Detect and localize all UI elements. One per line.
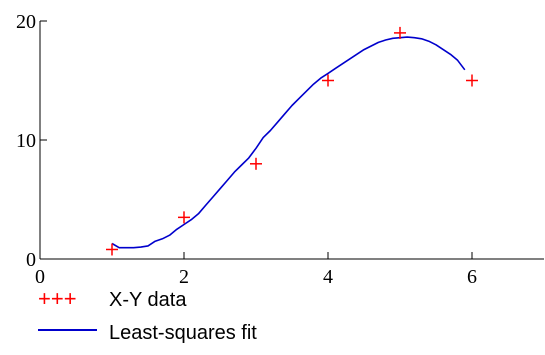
- data-point: [106, 243, 118, 256]
- data-point: [178, 211, 190, 224]
- data-point: [394, 26, 406, 39]
- y-tick-label: 0: [26, 249, 36, 271]
- data-point: [322, 74, 334, 87]
- series-least-squares-fit: [111, 36, 466, 249]
- plot-axes: [39, 21, 544, 260]
- data-point: [466, 74, 478, 87]
- fit-line-path: [111, 36, 466, 249]
- x-tick-label: 4: [323, 266, 333, 288]
- x-tick-label: 6: [467, 266, 477, 288]
- series-xy-data: [106, 26, 478, 256]
- x-axis-ticks: 0 2 4 6: [35, 252, 477, 288]
- legend-fit-label: Least-squares fit: [109, 322, 257, 344]
- x-tick-label: 2: [179, 266, 189, 288]
- legend: +++ X-Y data Least-squares fit: [38, 286, 257, 344]
- y-tick-label: 20: [16, 11, 36, 33]
- y-tick-label: 10: [16, 130, 36, 152]
- y-axis-ticks: 0 10 20: [16, 11, 47, 271]
- data-point: [250, 157, 262, 170]
- x-tick-label: 0: [35, 266, 45, 288]
- legend-xy-data-label: X-Y data: [109, 289, 187, 311]
- legend-xy-data-marks: +++: [38, 286, 77, 311]
